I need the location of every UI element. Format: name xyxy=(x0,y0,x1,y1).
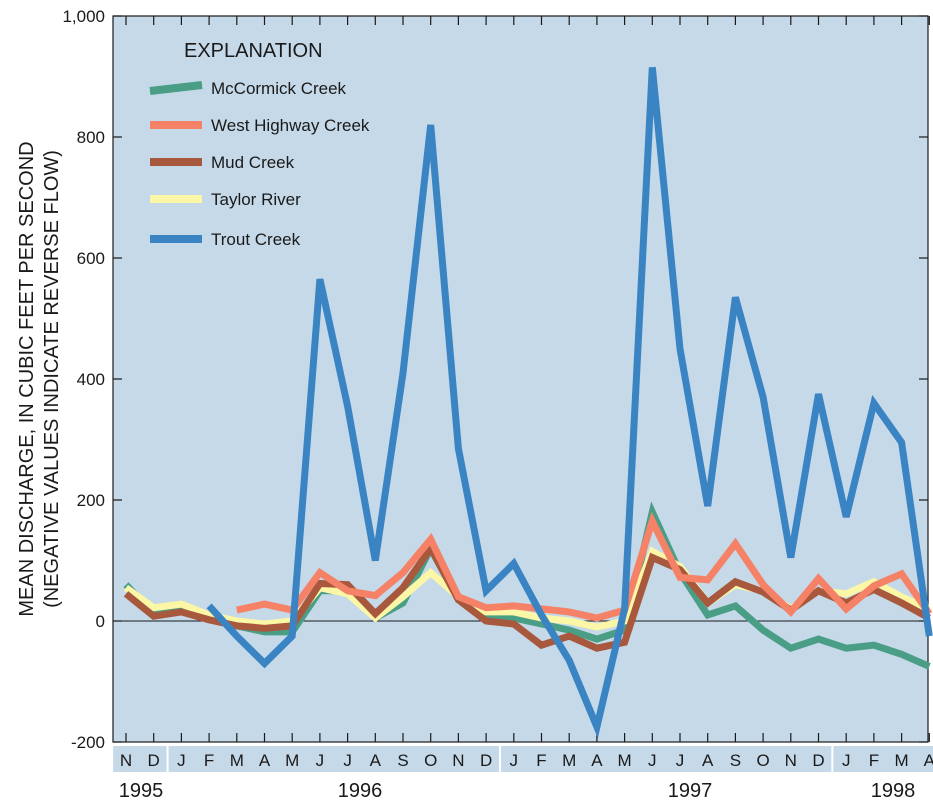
y-axis: -200 0 200 400 600 800 1,000 xyxy=(62,7,928,752)
legend-swatch-mccormick-creek xyxy=(149,81,203,95)
year-labels: 1995 1996 1997 1998 xyxy=(119,780,916,802)
month-label: A xyxy=(702,751,714,770)
series-line-trout-creek xyxy=(206,67,933,739)
x-axis xyxy=(125,16,930,742)
y-tick-label: 0 xyxy=(96,612,105,631)
month-label: F xyxy=(204,751,214,770)
month-label: M xyxy=(562,751,576,770)
year-label: 1997 xyxy=(668,780,713,802)
month-label: A xyxy=(591,751,603,770)
month-label: A xyxy=(370,751,382,770)
series-line-west-highway-creek xyxy=(236,511,933,622)
month-label: S xyxy=(730,751,741,770)
series-lines xyxy=(123,67,933,739)
month-label: F xyxy=(536,751,546,770)
year-label: 1995 xyxy=(119,780,164,802)
month-label: O xyxy=(756,751,769,770)
month-label: F xyxy=(869,751,879,770)
month-label: M xyxy=(230,751,244,770)
month-label: J xyxy=(648,751,657,770)
month-label: O xyxy=(424,751,437,770)
month-label: D xyxy=(148,751,160,770)
month-label: J xyxy=(842,751,851,770)
y-axis-title-line1: MEAN DISCHARGE, IN CUBIC FEET PER SECOND xyxy=(16,141,38,616)
month-label: A xyxy=(259,751,271,770)
month-label: M xyxy=(285,751,299,770)
year-label: 1996 xyxy=(338,780,383,802)
month-label: A xyxy=(924,751,933,770)
legend-label: West Highway Creek xyxy=(211,116,370,135)
y-tick-label: -200 xyxy=(71,733,105,752)
month-label: J xyxy=(177,751,186,770)
month-label: M xyxy=(618,751,632,770)
month-label: N xyxy=(120,751,132,770)
y-axis-title-line2: (NEGATIVE VALUES INDICATE REVERSE FLOW) xyxy=(41,150,63,608)
y-tick-label: 400 xyxy=(77,370,105,389)
legend-label: McCormick Creek xyxy=(211,79,347,98)
month-label: J xyxy=(343,751,352,770)
month-label: S xyxy=(397,751,408,770)
legend: EXPLANATION McCormick Creek West Highway … xyxy=(149,40,370,249)
y-tick-label: 600 xyxy=(77,249,105,268)
y-tick-label: 1,000 xyxy=(62,7,105,26)
month-label: D xyxy=(480,751,492,770)
month-label: J xyxy=(316,751,325,770)
legend-title: EXPLANATION xyxy=(184,40,323,62)
year-label: 1998 xyxy=(871,780,916,802)
month-band xyxy=(500,746,832,772)
month-label: J xyxy=(510,751,519,770)
legend-label: Taylor River xyxy=(211,190,301,209)
month-label-bands xyxy=(113,746,933,772)
month-label: N xyxy=(452,751,464,770)
month-label: M xyxy=(895,751,909,770)
legend-label: Mud Creek xyxy=(211,153,295,172)
legend-label: Trout Creek xyxy=(211,230,301,249)
month-label: J xyxy=(676,751,685,770)
month-band xyxy=(168,746,499,772)
month-band xyxy=(113,746,167,772)
y-tick-label: 200 xyxy=(77,491,105,510)
y-tick-label: 800 xyxy=(77,128,105,147)
month-label: D xyxy=(812,751,824,770)
month-label: N xyxy=(785,751,797,770)
month-band xyxy=(833,746,933,772)
